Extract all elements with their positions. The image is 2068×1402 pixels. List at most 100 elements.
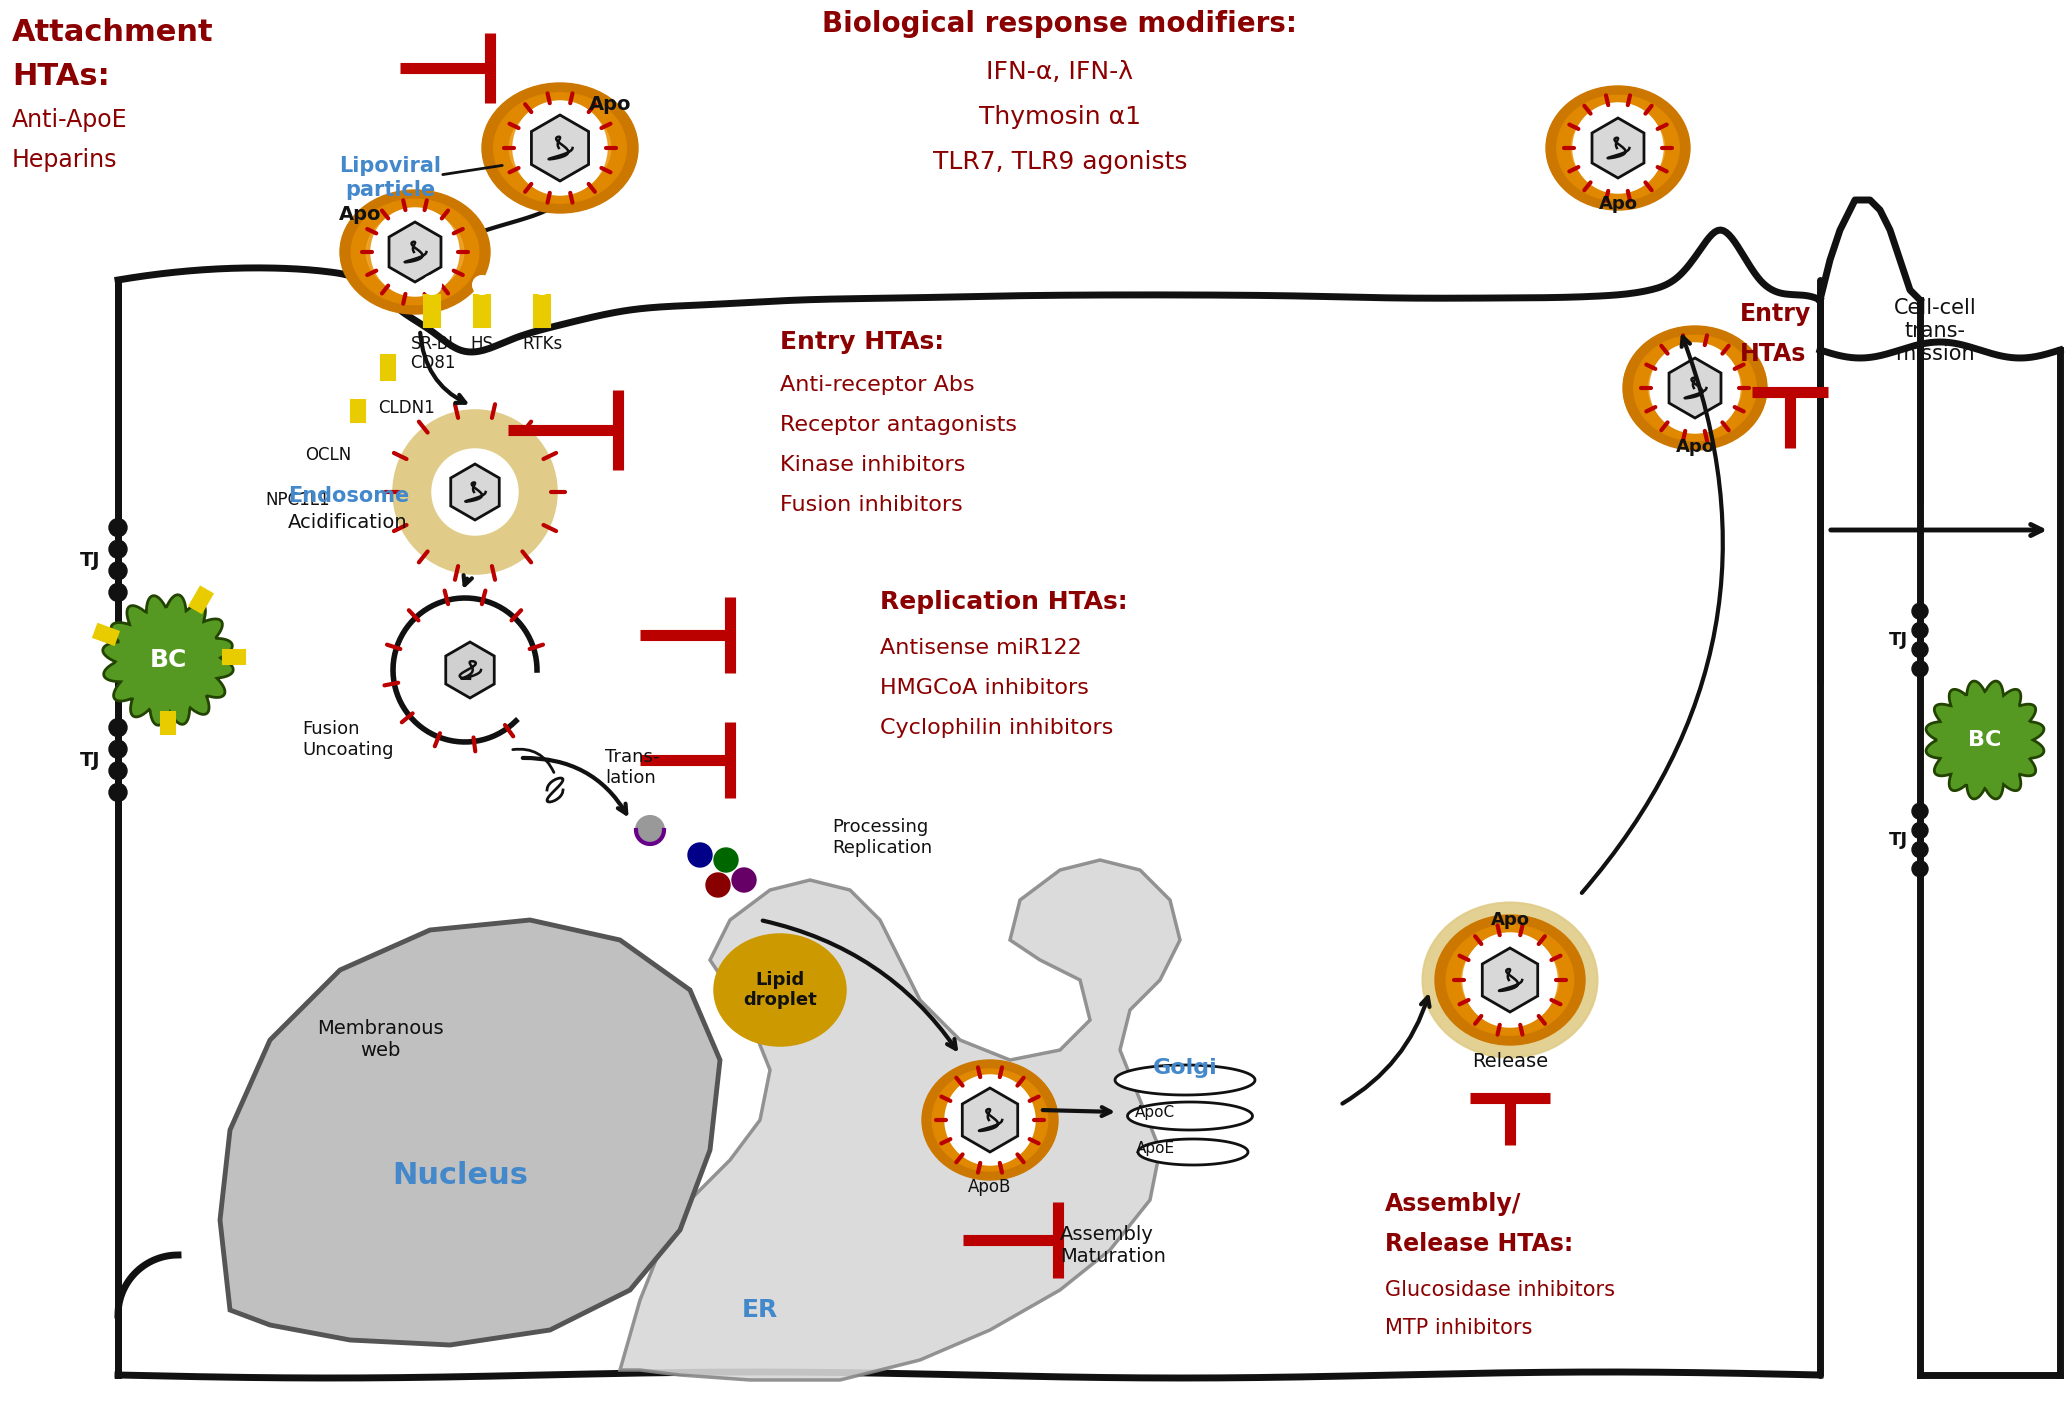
Circle shape	[1464, 934, 1555, 1026]
Circle shape	[381, 336, 395, 353]
Text: Cell-cell
trans-
mission: Cell-cell trans- mission	[1894, 299, 1977, 365]
Text: Nucleus: Nucleus	[393, 1161, 527, 1189]
Circle shape	[372, 209, 457, 294]
Text: Apo: Apo	[1599, 195, 1638, 213]
Bar	[93, 624, 118, 645]
Text: TLR7, TLR9 agonists: TLR7, TLR9 agonists	[933, 150, 1187, 174]
Text: Lipoviral
particle: Lipoviral particle	[339, 157, 440, 199]
Text: HTAs:: HTAs:	[12, 62, 110, 91]
Circle shape	[1913, 642, 1927, 658]
Circle shape	[381, 321, 395, 336]
Text: Apo: Apo	[589, 95, 631, 115]
Bar	[223, 651, 244, 665]
Text: Thymosin α1: Thymosin α1	[978, 105, 1142, 129]
Circle shape	[474, 276, 490, 294]
Circle shape	[713, 848, 738, 872]
Text: Acidification: Acidification	[287, 513, 407, 531]
Ellipse shape	[509, 105, 610, 191]
Text: Glucosidase inhibitors: Glucosidase inhibitors	[1386, 1280, 1615, 1300]
Polygon shape	[447, 642, 494, 698]
Circle shape	[534, 276, 550, 294]
Circle shape	[637, 816, 664, 844]
Ellipse shape	[352, 199, 480, 304]
Polygon shape	[389, 222, 440, 282]
Text: RTKs: RTKs	[521, 335, 562, 353]
Text: Receptor antagonists: Receptor antagonists	[780, 415, 1017, 435]
Circle shape	[1913, 622, 1927, 638]
Ellipse shape	[933, 1068, 1048, 1171]
Ellipse shape	[1634, 335, 1756, 440]
Text: Entry HTAs:: Entry HTAs:	[780, 329, 945, 353]
Text: Lipid
droplet: Lipid droplet	[742, 970, 817, 1009]
Text: Attachment: Attachment	[12, 18, 213, 48]
Circle shape	[110, 740, 126, 758]
Circle shape	[349, 381, 366, 398]
Polygon shape	[1137, 1138, 1247, 1165]
Circle shape	[515, 102, 606, 193]
Polygon shape	[451, 464, 498, 520]
Polygon shape	[962, 1088, 1017, 1152]
Circle shape	[110, 784, 126, 802]
Polygon shape	[1669, 358, 1721, 418]
Text: ApoE: ApoE	[1135, 1140, 1175, 1155]
Polygon shape	[1483, 948, 1539, 1012]
Circle shape	[1913, 861, 1927, 876]
Bar	[381, 355, 395, 380]
Text: ER: ER	[742, 1298, 778, 1322]
Polygon shape	[1925, 681, 2043, 799]
Text: Apo: Apo	[1675, 437, 1714, 456]
Text: HTAs: HTAs	[1739, 342, 1805, 366]
Text: IFN-α, IFN-λ: IFN-α, IFN-λ	[986, 60, 1133, 84]
Ellipse shape	[1435, 916, 1584, 1044]
Circle shape	[705, 873, 730, 897]
Ellipse shape	[1572, 108, 1665, 188]
Text: Release HTAs:: Release HTAs:	[1386, 1232, 1574, 1256]
Circle shape	[689, 843, 711, 866]
Circle shape	[1913, 841, 1927, 858]
Circle shape	[945, 1075, 1034, 1164]
Ellipse shape	[1423, 903, 1596, 1057]
Ellipse shape	[494, 93, 627, 203]
Text: HS: HS	[472, 335, 494, 353]
Ellipse shape	[1462, 938, 1559, 1022]
Circle shape	[110, 583, 126, 601]
Polygon shape	[103, 594, 234, 725]
Circle shape	[1297, 1082, 1324, 1108]
Ellipse shape	[482, 83, 639, 213]
Polygon shape	[531, 115, 589, 181]
Ellipse shape	[1547, 86, 1690, 210]
Ellipse shape	[1648, 348, 1741, 428]
Text: Anti-receptor Abs: Anti-receptor Abs	[780, 374, 974, 395]
Text: TJ: TJ	[1888, 631, 1909, 649]
Circle shape	[110, 540, 126, 558]
Text: Assembly
Maturation: Assembly Maturation	[1061, 1225, 1166, 1266]
Text: TJ: TJ	[79, 551, 99, 569]
Text: Membranous
web: Membranous web	[316, 1019, 443, 1060]
Text: Biological response modifiers:: Biological response modifiers:	[823, 10, 1297, 38]
Ellipse shape	[1623, 327, 1766, 450]
Ellipse shape	[1446, 925, 1574, 1035]
Text: ApoC: ApoC	[1135, 1105, 1175, 1120]
Text: Fusion inhibitors: Fusion inhibitors	[780, 495, 964, 515]
Text: BC: BC	[149, 648, 186, 672]
Text: Assembly/: Assembly/	[1386, 1192, 1522, 1216]
Text: ApoB: ApoB	[968, 1178, 1011, 1196]
Circle shape	[424, 276, 440, 294]
Text: Golgi: Golgi	[1152, 1059, 1218, 1078]
Circle shape	[110, 562, 126, 580]
Circle shape	[395, 412, 554, 572]
Text: Apo: Apo	[1491, 911, 1530, 930]
Circle shape	[1913, 603, 1927, 620]
Bar	[352, 400, 364, 422]
Text: Heparins: Heparins	[12, 149, 118, 172]
Text: Trans-
lation: Trans- lation	[606, 749, 660, 787]
Ellipse shape	[945, 1081, 1034, 1159]
Circle shape	[1574, 104, 1663, 192]
Polygon shape	[1127, 1102, 1253, 1130]
Text: BC: BC	[1969, 730, 2002, 750]
Circle shape	[110, 519, 126, 537]
Polygon shape	[620, 859, 1181, 1380]
Circle shape	[1913, 823, 1927, 838]
Bar	[424, 294, 440, 327]
Ellipse shape	[339, 191, 490, 314]
